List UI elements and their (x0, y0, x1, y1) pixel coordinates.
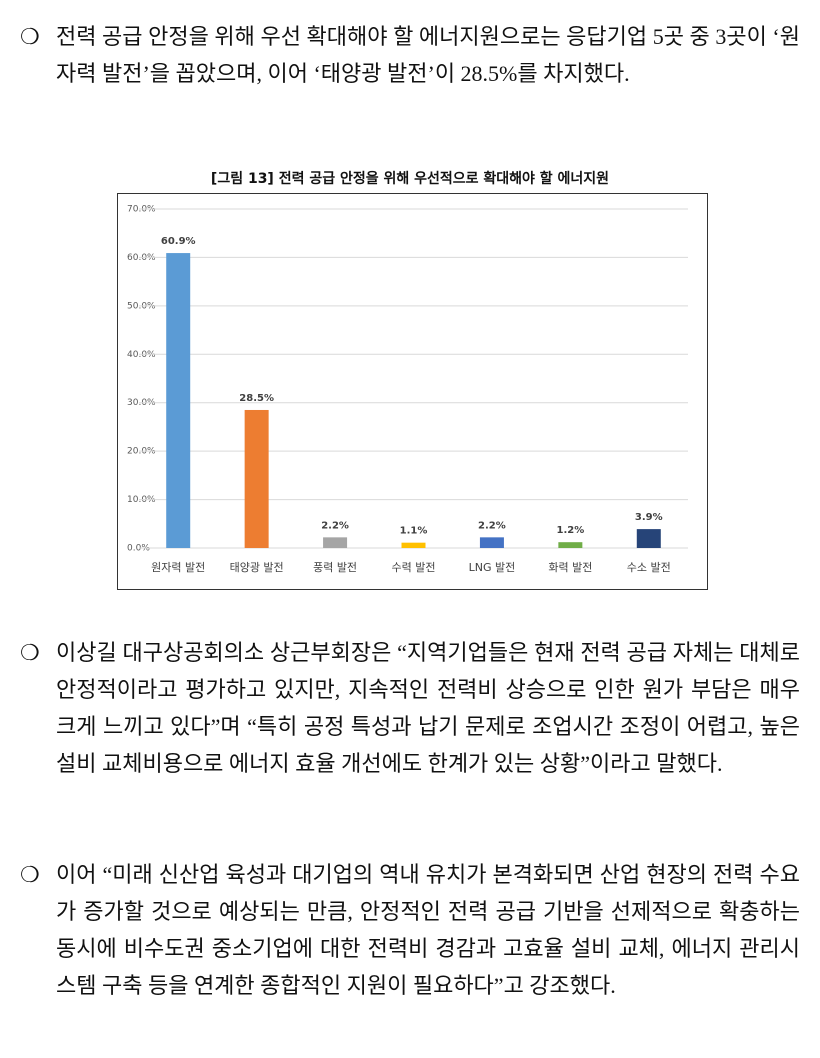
y-tick-label: 50.0% (127, 301, 156, 311)
paragraph: ❍ 이어 “미래 신산업 육성과 대기업의 역내 유치가 본격화되면 산업 현장의… (20, 856, 800, 1004)
data-label: 1.1% (400, 526, 428, 537)
data-label: 28.5% (239, 393, 274, 404)
x-tick-label: 화력 발전 (548, 561, 592, 574)
x-tick-label: 수력 발전 (392, 561, 436, 574)
paragraph: ❍ 전력 공급 안정을 위해 우선 확대해야 할 에너지원으로는 응답기업 5곳 … (20, 18, 800, 92)
paragraph-text: 이어 “미래 신산업 육성과 대기업의 역내 유치가 본격화되면 산업 현장의 … (56, 862, 800, 998)
paragraph: ❍ 이상길 대구상공회의소 상근부회장은 “지역기업들은 현재 전력 공급 자체는… (20, 634, 800, 782)
x-tick-label: LNG 발전 (469, 561, 516, 574)
bullet: ❍ (20, 640, 40, 665)
paragraph-text: 전력 공급 안정을 위해 우선 확대해야 할 에너지원으로는 응답기업 5곳 중… (56, 24, 800, 86)
x-tick-label: 수소 발전 (627, 561, 671, 574)
bar (323, 537, 348, 548)
x-tick-label: 풍력 발전 (313, 561, 357, 574)
chart-border (117, 193, 708, 590)
data-label: 3.9% (635, 512, 663, 523)
chart-title: [그림 13] 전력 공급 안정을 위해 우선적으로 확대해야 할 에너지원 (210, 171, 610, 187)
bullet: ❍ (20, 24, 40, 49)
x-tick-label: 태양광 발전 (230, 561, 284, 574)
data-label: 1.2% (556, 525, 584, 536)
bar (479, 537, 504, 548)
chart: 0.0%10.0%20.0%30.0%40.0%50.0%60.0%70.0%원… (117, 193, 708, 590)
bar (401, 542, 426, 548)
x-tick-label: 원자력 발전 (151, 561, 205, 574)
bar (558, 542, 583, 548)
paragraph-text: 이상길 대구상공회의소 상근부회장은 “지역기업들은 현재 전력 공급 자체는 … (56, 640, 800, 776)
data-label: 2.2% (321, 520, 349, 531)
bullet: ❍ (20, 862, 40, 887)
y-tick-label: 60.0% (127, 253, 156, 263)
y-tick-label: 30.0% (127, 398, 156, 408)
data-label: 2.2% (478, 520, 506, 531)
bar (244, 409, 269, 548)
bar (166, 253, 191, 548)
bar (636, 529, 661, 548)
data-label: 60.9% (161, 236, 196, 247)
y-tick-label: 0.0% (127, 544, 150, 554)
